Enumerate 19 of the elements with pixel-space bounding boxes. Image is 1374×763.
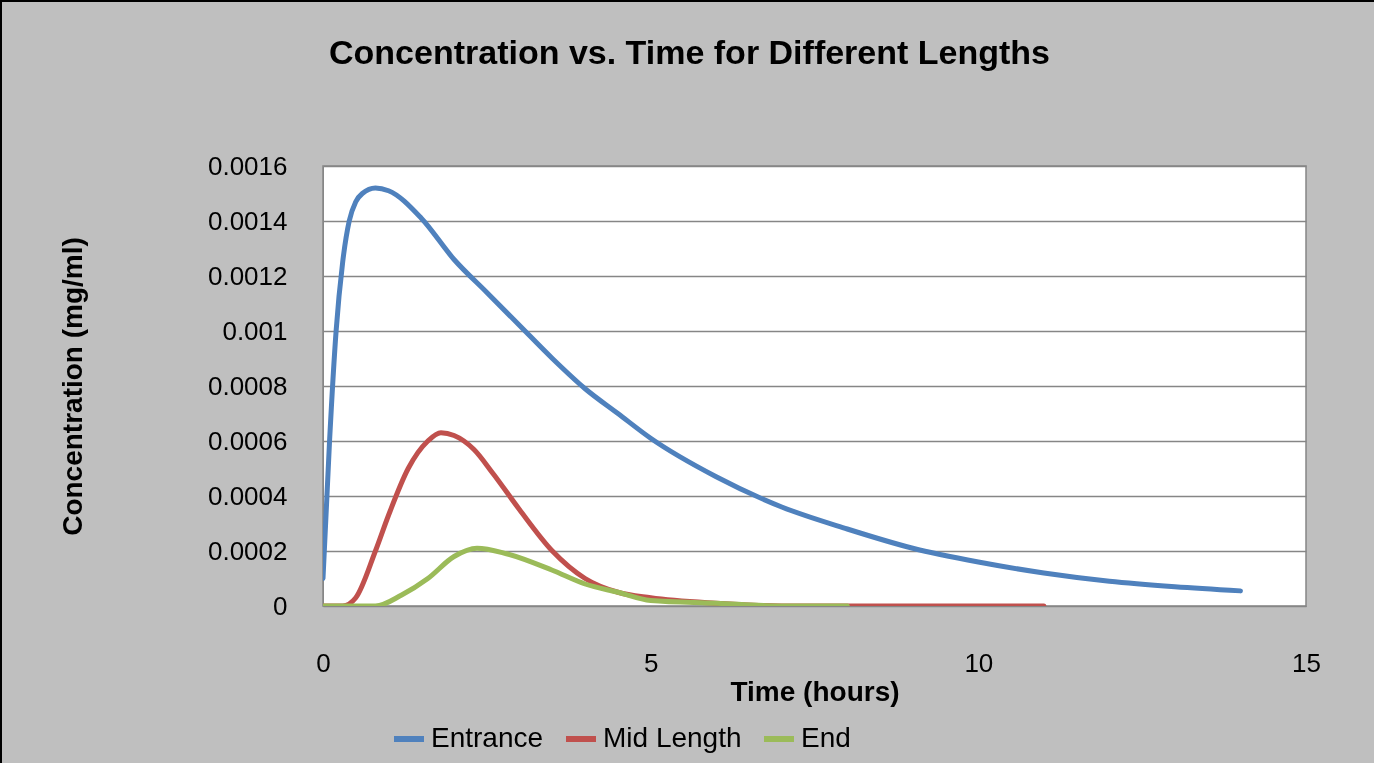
x-tick-label: 10 (964, 647, 994, 678)
x-tick-label: 5 (643, 647, 659, 678)
y-tick-label: 0.0012 (207, 260, 288, 291)
y-tick-label: 0.001 (222, 315, 288, 346)
y-axis-title: Concentration (mg/ml) (56, 237, 88, 536)
x-axis-title: Time (hours) (730, 675, 900, 707)
y-tick-label: 0.0014 (207, 205, 288, 236)
legend-label: Entrance (431, 722, 544, 753)
x-tick-label: 0 (316, 647, 331, 678)
y-tick-label: 0.0004 (207, 480, 288, 511)
legend-label: Mid Length (603, 722, 742, 753)
y-tick-label: 0.0006 (207, 425, 288, 456)
legend-label: End (801, 722, 851, 753)
y-tick-label: 0.0016 (207, 150, 288, 181)
x-tick-label: 15 (1292, 647, 1321, 678)
y-tick-label: 0.0008 (207, 370, 288, 401)
chart-title: Concentration vs. Time for Different Lengths (328, 33, 1051, 71)
y-tick-label: 0 (273, 590, 288, 621)
y-tick-label: 0.0002 (207, 535, 288, 566)
